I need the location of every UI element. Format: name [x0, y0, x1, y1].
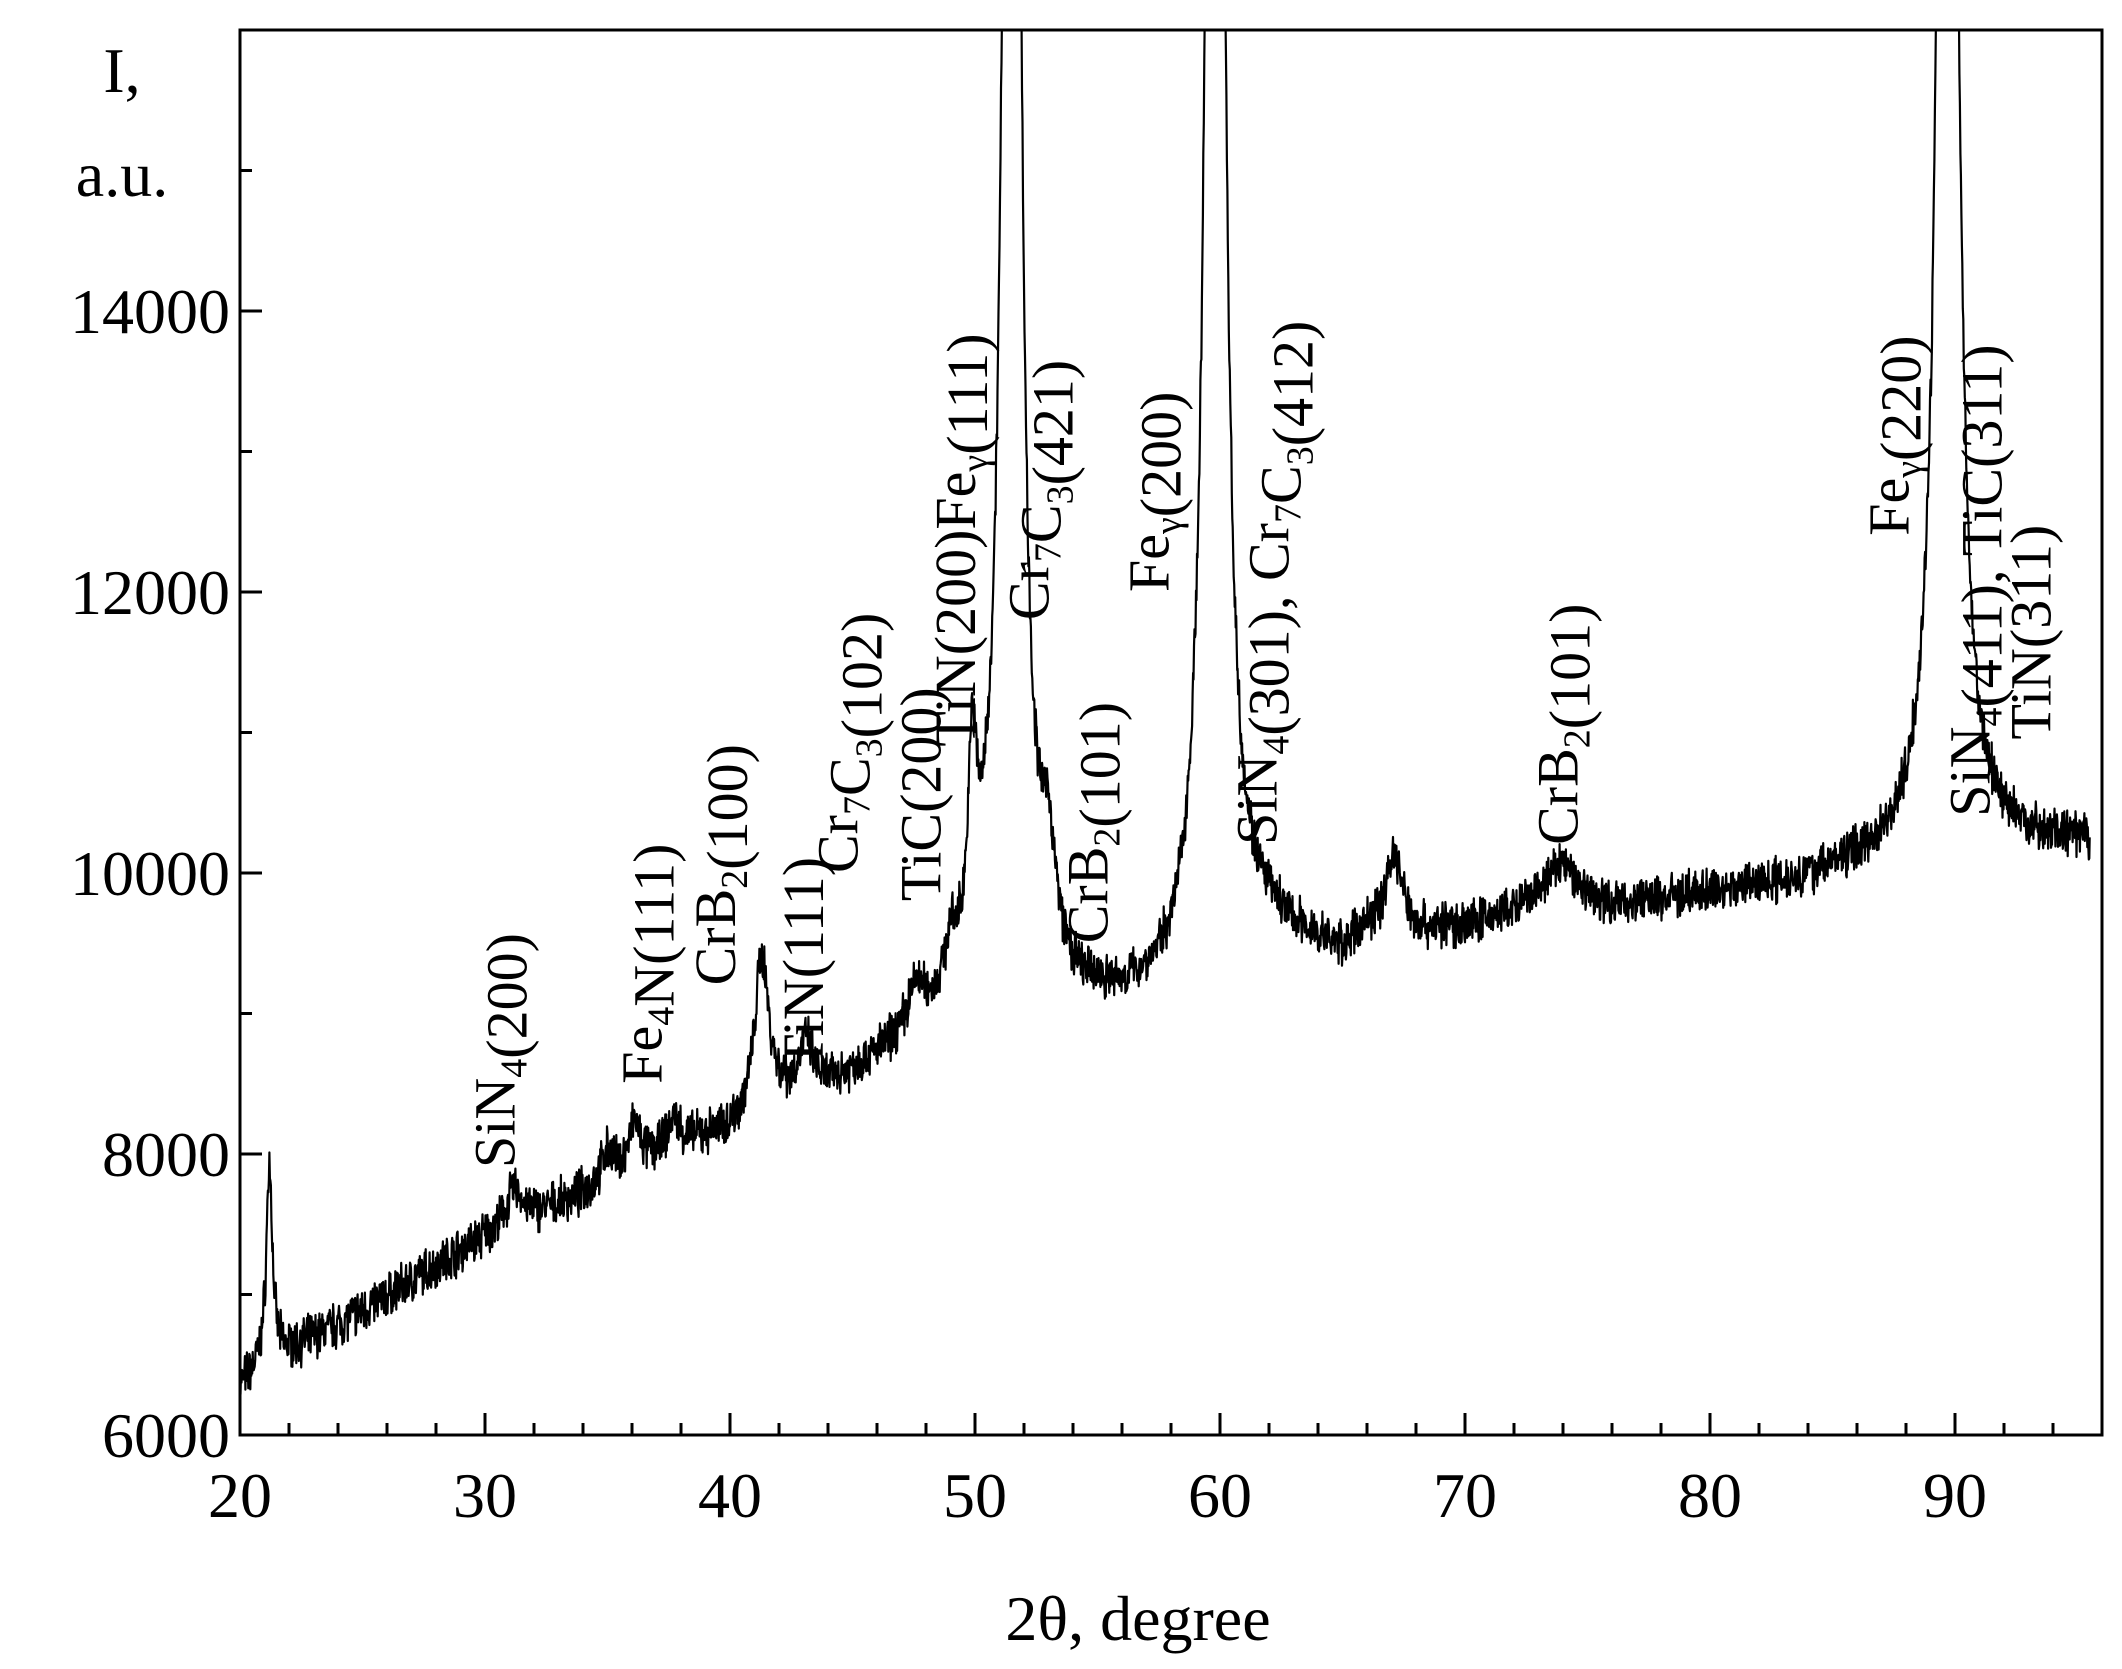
y-tick-label: 12000 — [70, 557, 230, 628]
peak-label: TiC(200) — [889, 687, 954, 901]
y-tick-label: 6000 — [102, 1400, 230, 1471]
peak-label: Feγ(220) — [1856, 335, 1933, 535]
x-axis-label: 2θ, degree — [1005, 1583, 1270, 1654]
axis-ticks — [238, 28, 2104, 1437]
x-tick-label: 50 — [943, 1460, 1007, 1531]
x-tick-label: 30 — [453, 1460, 517, 1531]
x-tick-label: 80 — [1678, 1460, 1742, 1531]
peak-label: Cr7C3(421) — [997, 360, 1086, 620]
y-axis-label-line1: I, — [103, 35, 140, 106]
peak-label: TiN(111) — [771, 857, 836, 1070]
y-axis-label-line2: a.u. — [76, 139, 168, 210]
x-tick-label: 90 — [1923, 1460, 1987, 1531]
x-tick-label: 20 — [208, 1460, 272, 1531]
x-tick-label: 60 — [1188, 1460, 1252, 1531]
peak-label: CrB2(100) — [683, 744, 760, 985]
y-tick-label: 14000 — [70, 276, 230, 347]
peak-annotations: SiN4(200) Fe4N(111)CrB2(100)TiN(111)Cr7C3… — [462, 321, 2063, 1168]
peak-label: Fe4N(111) — [609, 844, 686, 1084]
peak-label: CrB2(101) — [1055, 702, 1132, 943]
x-tick-label: 70 — [1433, 1460, 1497, 1531]
axis-tick-labels: 20 30 40 50 60 70 80 90 6000 8000 10000 12000 14000 — [70, 276, 1987, 1531]
y-tick-label: 10000 — [70, 838, 230, 909]
y-tick-label: 8000 — [102, 1119, 230, 1190]
peak-label: CrB2(101) — [1526, 604, 1603, 845]
peak-label: SiN4(301), Cr7C3(412) — [1224, 321, 1325, 845]
data-series-layer — [240, 30, 2091, 1396]
xrd-pattern-line — [240, 30, 2091, 1396]
peak-label: SiN4(411), TiC(311) — [1937, 344, 2014, 816]
x-tick-label: 40 — [698, 1460, 762, 1531]
plot-frame — [238, 28, 2104, 1437]
peak-label: TiN(200)Feγ(111) — [923, 333, 1000, 746]
peak-label: SiN4(200) — [462, 933, 539, 1168]
peak-label: TiN(311) — [1999, 525, 2064, 740]
peak-label: Feγ(200) — [1117, 392, 1194, 592]
peak-label: Cr7C3(102) — [805, 613, 894, 873]
